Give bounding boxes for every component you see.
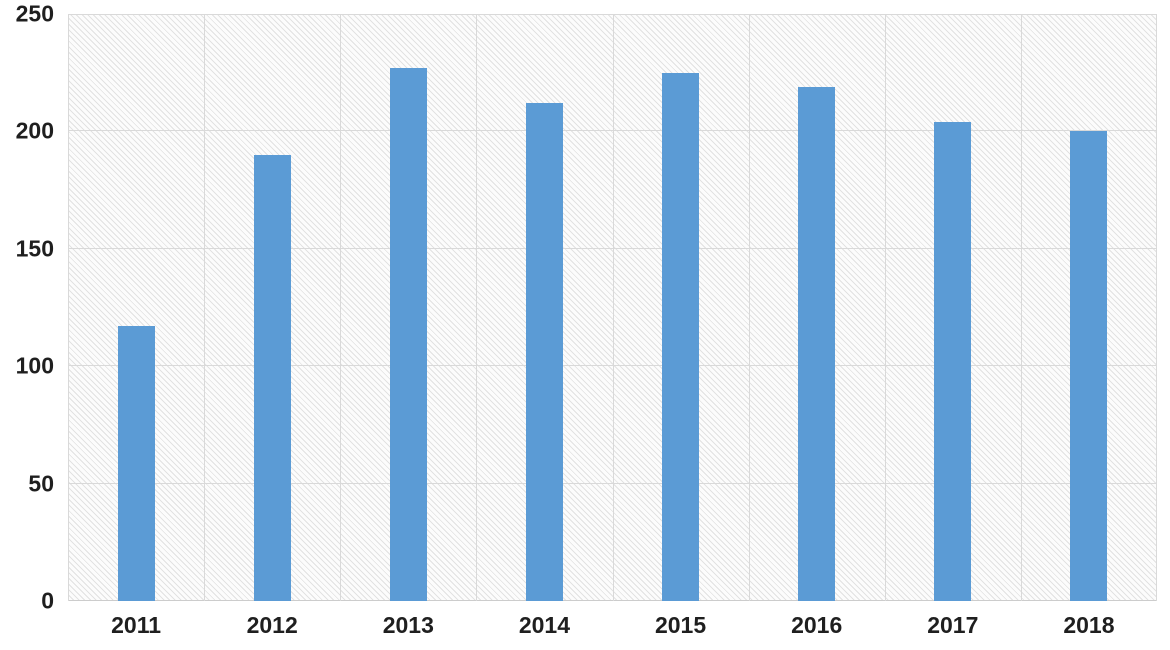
v-gridline [476, 14, 477, 601]
bar-2013 [390, 68, 427, 601]
x-tick-label-2016: 2016 [791, 612, 843, 638]
y-tick-label: 200 [15, 117, 54, 144]
v-gridline [613, 14, 614, 601]
h-gridline [68, 130, 1157, 132]
x-tick-label-2011: 2011 [111, 612, 162, 638]
y-tick-label: 50 [28, 470, 54, 497]
v-gridline [1021, 14, 1022, 601]
x-tick-label-2012: 2012 [246, 612, 298, 638]
y-tick-label: 0 [41, 587, 54, 614]
y-tick-label: 250 [15, 0, 54, 27]
y-tick-label: 150 [15, 235, 54, 262]
h-gridline [68, 600, 1157, 601]
v-gridline [68, 14, 69, 601]
v-gridline [1156, 14, 1157, 601]
v-gridline [885, 14, 886, 601]
bar-2016 [798, 87, 835, 601]
x-tick-label-2017: 2017 [927, 612, 979, 638]
x-tick-label-2018: 2018 [1063, 612, 1115, 638]
x-tick-label-2014: 2014 [518, 612, 571, 638]
x-tick-label-2013: 2013 [382, 612, 434, 638]
bar-2012 [254, 155, 291, 601]
v-gridline [749, 14, 750, 601]
v-gridline [340, 14, 341, 601]
bar-2015 [662, 73, 699, 601]
y-tick-label: 100 [15, 352, 54, 379]
bar-2011 [118, 326, 155, 601]
bar-2018 [1070, 131, 1107, 601]
h-gridline [68, 14, 1157, 15]
bar-2014 [526, 103, 563, 601]
x-tick-label-2015: 2015 [654, 612, 707, 638]
h-gridline [68, 247, 1157, 249]
bar-2017 [934, 122, 971, 601]
v-gridline [204, 14, 205, 601]
h-gridline [68, 482, 1157, 484]
plot-area [68, 14, 1157, 601]
h-gridline [68, 365, 1157, 367]
